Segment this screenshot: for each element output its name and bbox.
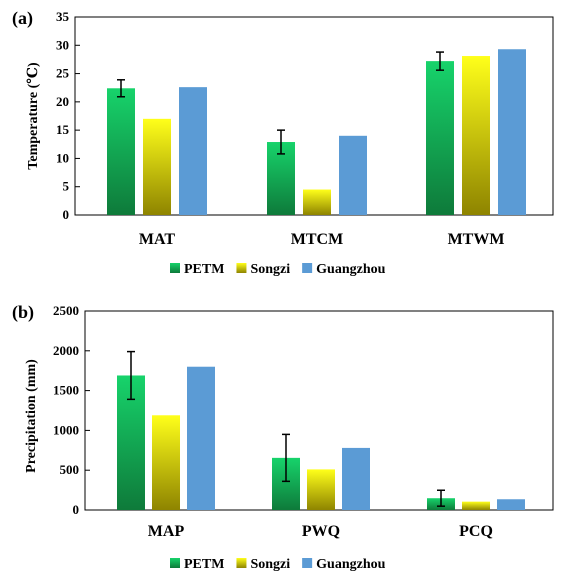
panel-a-category-labels: MAT MTCM MTWM xyxy=(139,231,505,248)
bar-guangzhou-pcq xyxy=(497,499,525,510)
panel-a-bars xyxy=(107,49,526,216)
panel-b-category-labels: MAP PWQ PCQ xyxy=(148,523,493,540)
y-tick-label: 2000 xyxy=(53,343,79,358)
y-tick-label: 2500 xyxy=(53,303,79,318)
panel-b-y-ticks: 0 500 1000 1500 2000 2500 xyxy=(53,303,90,517)
bar-songzi-pcq xyxy=(462,501,490,510)
bar-petm-mtwm xyxy=(426,61,454,215)
bar-songzi-mtcm xyxy=(303,189,331,215)
y-tick-label: 0 xyxy=(73,502,80,517)
y-tick-label: 500 xyxy=(60,462,80,477)
bar-songzi-map xyxy=(152,415,180,510)
panel-a-y-ticks: 0 5 10 15 20 25 30 35 xyxy=(56,9,80,222)
y-tick-label: 1500 xyxy=(53,383,79,398)
y-tick-label: 10 xyxy=(56,150,69,165)
y-tick-label: 1000 xyxy=(53,422,79,437)
legend-swatch-songzi xyxy=(236,558,247,568)
bar-petm-mat xyxy=(107,88,135,215)
legend-label-songzi: Songzi xyxy=(250,557,290,572)
bar-guangzhou-pwq xyxy=(342,447,370,510)
legend-swatch-guangzhou xyxy=(302,263,313,273)
bar-guangzhou-mtwm xyxy=(498,49,526,216)
y-tick-label: 5 xyxy=(63,179,70,194)
y-tick-label: 25 xyxy=(56,66,70,81)
panel-b-legend: PETM Songzi Guangzhou xyxy=(170,557,386,572)
legend-label-petm: PETM xyxy=(184,262,224,277)
legend-swatch-petm xyxy=(170,263,180,273)
panel-a-y-axis-label: Temperature (℃) xyxy=(26,62,41,170)
bar-guangzhou-map xyxy=(187,366,215,510)
legend-label-guangzhou: Guangzhou xyxy=(316,262,385,277)
bar-guangzhou-mat xyxy=(179,87,207,215)
bar-songzi-pwq xyxy=(307,469,335,510)
category-label: PWQ xyxy=(302,523,340,540)
legend-label-songzi: Songzi xyxy=(250,262,290,277)
category-label: MTWM xyxy=(448,231,505,248)
panel-b-label: (b) xyxy=(12,302,34,323)
legend-swatch-petm xyxy=(170,558,180,568)
y-tick-label: 15 xyxy=(56,122,70,137)
y-tick-label: 20 xyxy=(56,94,69,109)
y-tick-label: 30 xyxy=(56,37,69,52)
category-label: MAP xyxy=(148,523,185,540)
panel-b: (b) 0 500 1000 1500 2000 2500 MAP PWQ PCQ Preci… xyxy=(12,302,554,572)
y-tick-label: 35 xyxy=(56,9,70,24)
legend-swatch-guangzhou xyxy=(302,558,313,568)
panel-a: (a) 0 5 10 15 20 25 30 35 MAT MTCM MTWM Temperatu… xyxy=(12,8,554,277)
panel-b-bars xyxy=(117,350,525,510)
category-label: MTCM xyxy=(291,231,343,248)
category-label: PCQ xyxy=(459,523,493,540)
bar-songzi-mtwm xyxy=(462,56,490,215)
bar-guangzhou-mtcm xyxy=(339,135,367,215)
category-label: MAT xyxy=(139,231,175,248)
legend-label-guangzhou: Guangzhou xyxy=(316,557,385,572)
panel-a-label: (a) xyxy=(12,8,33,29)
panel-a-legend: PETM Songzi Guangzhou xyxy=(170,262,386,277)
bar-songzi-mat xyxy=(143,118,171,215)
legend-swatch-songzi xyxy=(236,263,247,273)
legend-label-petm: PETM xyxy=(184,557,224,572)
panel-b-y-axis-label: Precipitation (mm) xyxy=(24,359,39,473)
y-tick-label: 0 xyxy=(63,207,70,222)
